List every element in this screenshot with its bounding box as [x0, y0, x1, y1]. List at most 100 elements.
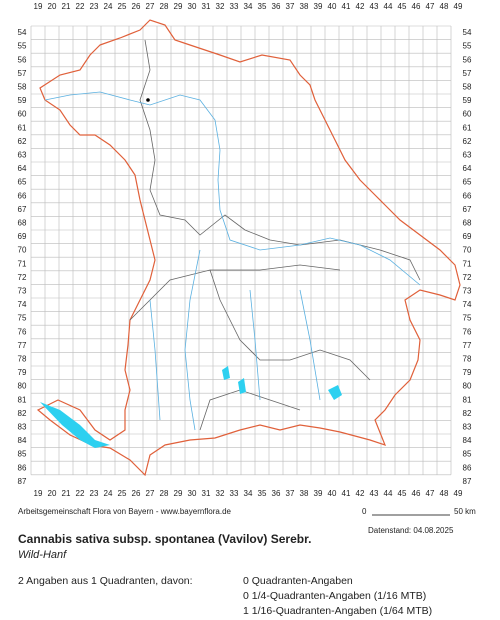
column-label: 23	[90, 489, 99, 498]
summary: 2 Angaben aus 1 Quadranten, davon:	[18, 575, 193, 587]
column-label: 41	[342, 2, 351, 11]
row-label: 64	[18, 164, 27, 173]
row-label: 84	[463, 436, 472, 445]
row-label: 86	[463, 463, 472, 472]
row-label: 81	[18, 395, 27, 404]
scale-end: 50 km	[454, 507, 476, 516]
row-label: 75	[18, 314, 27, 323]
column-label: 25	[118, 489, 127, 498]
column-label: 49	[454, 489, 463, 498]
count: 0 Quadranten-Angaben	[243, 575, 353, 587]
column-label: 36	[272, 2, 281, 11]
column-label: 29	[174, 489, 183, 498]
grid: 19 19 20 20 21 21 22 22 23 23 24 24 25 25 26 26 27 27 28 28…	[18, 2, 472, 498]
column-label: 31	[202, 2, 211, 11]
row-label: 75	[463, 314, 472, 323]
column-label: 44	[384, 2, 393, 11]
row-label: 74	[463, 300, 472, 309]
row-label: 78	[18, 355, 27, 364]
column-label: 34	[244, 489, 253, 498]
row-label: 83	[18, 423, 27, 432]
column-label: 22	[76, 489, 85, 498]
row-label: 65	[18, 178, 27, 187]
lake	[40, 402, 110, 448]
common-name: Wild-Hanf	[18, 549, 67, 561]
column-label: 33	[230, 489, 239, 498]
column-label: 43	[370, 489, 379, 498]
column-label: 40	[328, 2, 337, 11]
row-label: 64	[463, 164, 472, 173]
column-label: 41	[342, 489, 351, 498]
column-label: 49	[454, 2, 463, 11]
row-label: 59	[463, 96, 472, 105]
row-label: 62	[18, 137, 27, 146]
row-label: 80	[18, 382, 27, 391]
column-label: 46	[412, 489, 421, 498]
column-label: 27	[146, 2, 155, 11]
row-label: 74	[18, 300, 27, 309]
row-label: 83	[463, 423, 472, 432]
column-label: 20	[48, 2, 57, 11]
row-label: 65	[463, 178, 472, 187]
column-label: 35	[258, 489, 267, 498]
row-label: 58	[18, 83, 27, 92]
column-label: 47	[426, 2, 435, 11]
row-label: 55	[463, 42, 472, 51]
count: 1 1/16-Quadranten-Angaben (1/64 MTB)	[243, 605, 432, 617]
column-label: 26	[132, 2, 141, 11]
column-label: 33	[230, 2, 239, 11]
column-label: 38	[300, 2, 309, 11]
column-label: 34	[244, 2, 253, 11]
column-label: 19	[34, 489, 43, 498]
column-label: 47	[426, 489, 435, 498]
column-label: 44	[384, 489, 393, 498]
row-label: 84	[18, 436, 27, 445]
row-label: 79	[18, 368, 27, 377]
column-label: 39	[314, 489, 323, 498]
row-label: 61	[18, 123, 27, 132]
row-label: 69	[463, 232, 472, 241]
row-label: 78	[463, 355, 472, 364]
column-label: 37	[286, 489, 295, 498]
column-label: 27	[146, 489, 155, 498]
row-label: 59	[18, 96, 27, 105]
row-label: 71	[18, 259, 27, 268]
scale-start: 0	[362, 507, 367, 516]
column-label: 29	[174, 2, 183, 11]
column-label: 48	[440, 2, 449, 11]
column-label: 30	[188, 489, 197, 498]
row-label: 63	[463, 151, 472, 160]
column-label: 31	[202, 489, 211, 498]
title: Cannabis sativa subsp. spontanea (Vavilo…	[18, 532, 311, 546]
row-label: 62	[463, 137, 472, 146]
column-label: 22	[76, 2, 85, 11]
column-label: 28	[160, 489, 169, 498]
district-border	[129, 39, 421, 431]
column-label: 37	[286, 2, 295, 11]
column-label: 45	[398, 2, 407, 11]
row-label: 67	[18, 205, 27, 214]
row-label: 56	[463, 55, 472, 64]
column-label: 19	[34, 2, 43, 11]
row-label: 73	[18, 287, 27, 296]
row-label: 69	[18, 232, 27, 241]
row-label: 72	[18, 273, 27, 282]
column-label: 25	[118, 2, 127, 11]
row-label: 79	[463, 368, 472, 377]
row-label: 85	[463, 450, 472, 459]
row-label: 70	[18, 246, 27, 255]
row-label: 76	[463, 327, 472, 336]
row-label: 86	[18, 463, 27, 472]
row-label: 76	[18, 327, 27, 336]
column-label: 39	[314, 2, 323, 11]
row-label: 66	[18, 191, 27, 200]
row-label: 73	[463, 287, 472, 296]
row-label: 71	[463, 259, 472, 268]
column-label: 48	[440, 489, 449, 498]
lake	[222, 366, 342, 400]
row-label: 63	[18, 151, 27, 160]
column-label: 42	[356, 2, 365, 11]
row-label: 87	[463, 477, 472, 486]
column-label: 24	[104, 2, 113, 11]
